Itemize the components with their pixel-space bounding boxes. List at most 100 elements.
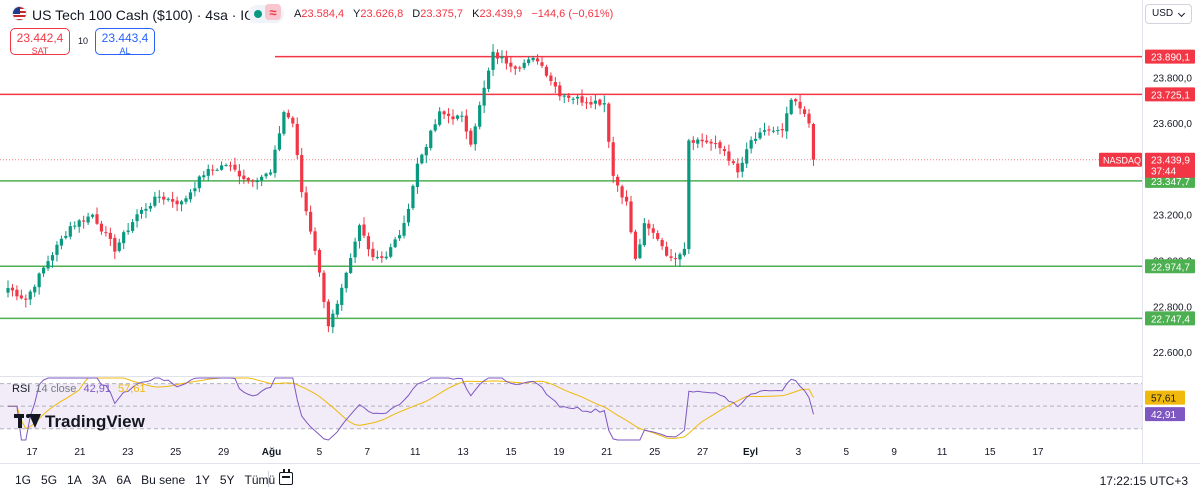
level-label-text: 23.890,1 [1151, 53, 1190, 64]
candle-body [77, 220, 81, 227]
level-label-text: 22.747,4 [1151, 314, 1190, 325]
ohlc-high-key: Y [353, 8, 361, 20]
candle-body [251, 180, 255, 182]
candle-body [722, 149, 727, 152]
calendar-icon[interactable] [279, 469, 293, 485]
candle-body [10, 287, 15, 291]
market-status[interactable]: ≈ [248, 4, 284, 23]
approx-icon: ≈ [265, 4, 281, 20]
candle-body [624, 196, 629, 202]
candle-body [433, 124, 437, 131]
chart-header: US Tech 100 Cash ($100) · 4sa · IG ≈ A23… [0, 0, 1144, 28]
candle-body [366, 236, 371, 250]
candle-body [798, 101, 802, 109]
candle-body [567, 95, 571, 98]
range-5y[interactable]: 5Y [219, 473, 235, 487]
ohlc-close-key: K [472, 8, 480, 20]
level-label-1: 23.725,1 [1145, 87, 1195, 102]
candle-body [335, 303, 339, 315]
level-label-3: 22.974,7 [1145, 259, 1195, 274]
candle-body [811, 123, 816, 160]
candle-body [638, 244, 642, 259]
time-tick-label: Eyl [743, 447, 758, 458]
price-chart[interactable]: 57,61 42,91 23.800,023.600,023.400,023.20… [0, 0, 1200, 463]
candle-body [455, 115, 460, 119]
symbol-title[interactable]: US Tech 100 Cash ($100) · 4sa · IG [32, 7, 256, 23]
bottom-toolbar: 1G 5G 1A 3A 6A Bu sene 1Y 5Y Tümü 17:22:… [0, 463, 1200, 496]
price-axis: 23.800,023.600,023.400,023.200,023.000,0… [1099, 49, 1195, 359]
candle-body [215, 169, 219, 171]
candle-body [442, 111, 446, 115]
candle-body [68, 226, 72, 237]
rsi-legend[interactable]: RSI 14 close 42,91 57,61 [12, 383, 146, 395]
range-6a[interactable]: 6A [116, 473, 132, 487]
range-tumu[interactable]: Tümü [244, 473, 276, 487]
candle-body [184, 198, 188, 202]
ohlc-values: A23.584,4 Y23.626,8 D23.375,7 K23.439,9 … [294, 8, 619, 20]
candle-body [691, 140, 695, 143]
rsi-ma-axis-label: 57,61 [1145, 390, 1185, 405]
candle-body [642, 223, 646, 246]
sell-button[interactable]: 23.442,4 SAT [10, 28, 70, 56]
candle-body [558, 85, 562, 97]
level-label-4: 22.747,4 [1145, 311, 1195, 326]
time-tick-label: 27 [697, 447, 709, 458]
candle-body [576, 96, 580, 99]
range-5g[interactable]: 5G [41, 473, 58, 487]
currency-select[interactable]: USD [1145, 4, 1192, 24]
candle-body [175, 200, 179, 205]
candle-body [375, 256, 379, 258]
candle-body [446, 113, 451, 116]
candle-body [362, 224, 366, 236]
candle-body [620, 186, 624, 198]
candle-body [224, 164, 228, 166]
candle-body [611, 142, 615, 176]
candle-body [633, 231, 638, 259]
date-range-buttons: 1G 5G 1A 3A 6A Bu sene 1Y 5Y Tümü [10, 473, 280, 487]
candle-body [282, 112, 286, 134]
candle-body [660, 240, 664, 247]
us-flag-icon [12, 6, 27, 21]
candle-body [19, 295, 23, 299]
candle-body [179, 201, 184, 205]
ohlc-low-key: D [412, 8, 421, 20]
candle-body [113, 237, 117, 252]
time-tick-label: 21 [601, 447, 613, 458]
candle-body [562, 95, 566, 97]
level-label-0: 23.890,1 [1145, 49, 1195, 64]
time-tick-label: 25 [170, 447, 182, 458]
candle-body [153, 196, 157, 206]
candle-body [705, 140, 709, 143]
candle-body [264, 173, 268, 177]
clock[interactable]: 17:22:15 UTC+3 [1099, 474, 1188, 488]
candle-body [553, 82, 557, 87]
candle-body [260, 176, 264, 181]
time-tick-label: 21 [74, 447, 86, 458]
candle-body [522, 62, 526, 68]
time-tick-label: 19 [553, 447, 565, 458]
candle-body [353, 241, 357, 258]
countdown-text: 37:44 [1151, 167, 1176, 178]
candle-body [682, 248, 686, 256]
range-bu-sene[interactable]: Bu sene [141, 473, 186, 487]
buy-button[interactable]: 23.443,4 AL [95, 28, 155, 56]
buy-price: 23.443,4 [101, 31, 149, 45]
rsi-ma-value: 57,61 [118, 383, 146, 395]
rsi-value: 42,91 [83, 383, 111, 395]
candle-body [309, 211, 313, 232]
candle-body [544, 66, 549, 76]
candle-body [228, 165, 233, 167]
candle-body [482, 87, 486, 106]
range-1y[interactable]: 1Y [195, 473, 210, 487]
time-tick-label: 15 [984, 447, 996, 458]
candle-body [202, 175, 206, 178]
range-3a[interactable]: 3A [91, 473, 107, 487]
time-tick-label: 23 [122, 447, 134, 458]
time-tick-label: 3 [796, 447, 802, 458]
range-1a[interactable]: 1A [67, 473, 82, 487]
time-tick-label: 29 [218, 447, 230, 458]
candle-body [602, 103, 606, 105]
candle-body [50, 255, 55, 261]
range-1g[interactable]: 1G [15, 473, 32, 487]
time-tick-label: 9 [891, 447, 897, 458]
